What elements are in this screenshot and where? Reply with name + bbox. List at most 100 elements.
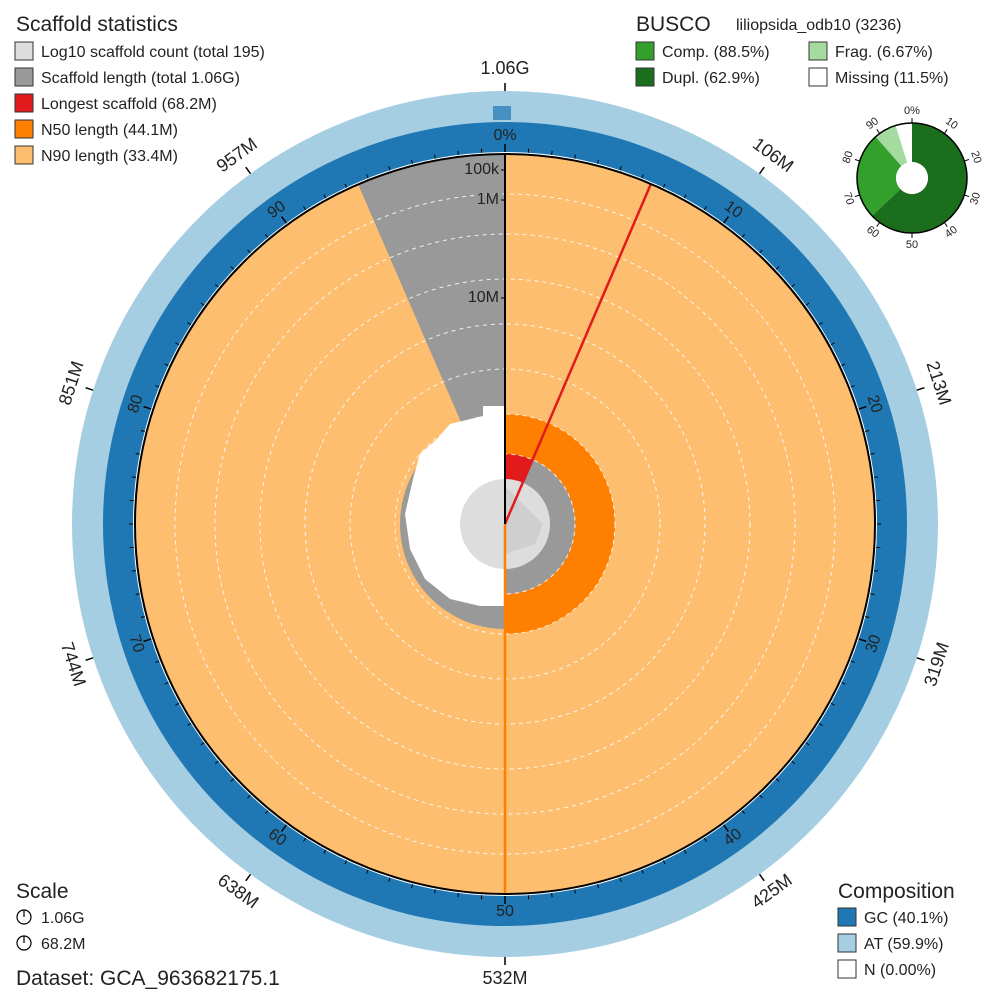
busco-tick-6 <box>876 222 881 227</box>
len-label-3: 319M <box>920 640 953 689</box>
pct-minor-tick-2-8 <box>870 593 875 595</box>
pct-label-3: 30 <box>863 633 885 655</box>
len-tick-3 <box>916 657 925 661</box>
pct-minor-tick-9-2 <box>323 194 327 199</box>
pct-minor-tick-7-1 <box>140 616 145 618</box>
pct-tick-7 <box>143 638 152 643</box>
pct-minor-tick-2-1 <box>865 430 870 432</box>
legend-label-n50: N50 length (44.1M) <box>41 122 178 139</box>
pct-minor-tick-5-2 <box>457 893 459 898</box>
pct-minor-tick-8-7 <box>230 266 235 270</box>
busco-donut-hole <box>896 162 928 194</box>
legend-swatch-n90 <box>14 145 34 165</box>
busco-tick-4 <box>943 222 948 227</box>
len-tick-9 <box>245 166 252 175</box>
pct-minor-tick-9-8 <box>457 150 459 155</box>
n50-inner-ring <box>505 414 615 634</box>
pct-minor-tick-0-2 <box>551 150 553 155</box>
pct-minor-tick-4-4 <box>641 869 644 874</box>
busco-tick-1 <box>943 129 948 134</box>
pct-minor-tick-3-2 <box>841 681 846 685</box>
pct-minor-tick-0-6 <box>641 174 644 179</box>
pct-minor-tick-0-9 <box>703 206 707 211</box>
pct-minor-tick-6-8 <box>164 681 169 685</box>
pct-minor-tick-4-8 <box>551 893 553 898</box>
len-tick-2 <box>916 387 925 391</box>
pct-minor-tick-3-8 <box>759 794 763 799</box>
pct-minor-tick-7-9 <box>140 430 145 432</box>
pct-minor-tick-2-3 <box>874 476 879 478</box>
pct-minor-tick-0-8 <box>683 194 687 199</box>
scale-label-1: 68.2M <box>41 936 85 953</box>
composition-label-gc: GC (40.1%) <box>864 910 948 927</box>
pct-tick-9 <box>281 216 287 224</box>
busco-label-comp: Comp. (88.5%) <box>662 44 770 61</box>
pct-minor-tick-0-5 <box>619 166 622 171</box>
pct-minor-tick-1-5 <box>805 302 810 306</box>
busco-tick-label-3: 30 <box>968 191 983 206</box>
pct-minor-tick-2-9 <box>865 616 870 618</box>
composition-label-n: N (0.00%) <box>864 962 936 979</box>
busco-lineage: liliopsida_odb10 (3236) <box>736 17 901 34</box>
pct-minor-tick-6-2 <box>247 794 251 799</box>
dataset-label: Dataset: GCA_963682175.1 <box>16 967 280 990</box>
pct-minor-tick-7-8 <box>135 453 140 455</box>
pct-minor-tick-8-5 <box>200 302 205 306</box>
scale-title: Scale <box>16 880 69 903</box>
len-label-0: 1.06G <box>480 58 529 78</box>
pct-tick-2 <box>858 405 867 410</box>
pct-minor-tick-3-5 <box>805 742 810 746</box>
pct-tick-8 <box>143 405 152 410</box>
pct-minor-tick-4-5 <box>619 877 622 882</box>
busco-label-missing: Missing (11.5%) <box>835 70 949 87</box>
len-label-9: 957M <box>213 134 261 177</box>
grid-circle-5 <box>214 233 796 815</box>
busco-tick-label-4: 40 <box>943 224 960 241</box>
legend-label-count: Log10 scaffold count (total 195) <box>41 44 265 61</box>
len-label-1: 106M <box>749 134 797 177</box>
pct-tick-3 <box>858 638 867 643</box>
pct-label-0: 0% <box>493 127 516 144</box>
pct-minor-tick-7-2 <box>135 593 140 595</box>
busco-dupl-arc <box>872 123 968 234</box>
composition-swatch-gc <box>837 907 857 927</box>
pct-minor-tick-9-5 <box>388 166 391 171</box>
pct-minor-tick-9-6 <box>411 159 413 164</box>
busco-tick-9 <box>876 129 881 134</box>
len-tick-6 <box>245 873 252 882</box>
busco-swatch-frag <box>808 41 828 61</box>
len-label-7: 744M <box>57 640 90 689</box>
radial-scale-label-2: 10M <box>468 289 499 306</box>
len-label-5: 532M <box>482 968 527 988</box>
pct-minor-tick-6-6 <box>187 722 192 726</box>
composition-swatch-at <box>837 933 857 953</box>
pct-minor-tick-1-7 <box>830 342 835 346</box>
pct-tick-1 <box>723 216 729 224</box>
busco-swatch-missing <box>808 67 828 87</box>
busco-tick-label-9: 90 <box>864 115 881 132</box>
busco-title: BUSCO <box>636 13 711 36</box>
pct-minor-tick-1-6 <box>818 322 823 326</box>
pct-minor-tick-5-5 <box>388 877 391 882</box>
pct-minor-tick-5-9 <box>303 837 307 842</box>
top-marker <box>493 106 511 120</box>
pct-minor-tick-8-1 <box>155 385 160 388</box>
pct-minor-tick-0-3 <box>574 154 576 159</box>
pct-minor-tick-1-3 <box>775 266 780 270</box>
pct-minor-tick-9-1 <box>303 206 307 211</box>
pct-minor-tick-6-9 <box>155 660 160 663</box>
pct-minor-tick-5-7 <box>344 860 348 865</box>
legend-label-length: Scaffold length (total 1.06G) <box>41 70 240 87</box>
radial-scale-label-0: 100k <box>464 161 500 178</box>
pct-minor-tick-5-6 <box>366 869 369 874</box>
len-tick-1 <box>758 166 765 175</box>
pct-minor-tick-7-7 <box>131 476 136 478</box>
len-tick-8 <box>85 387 94 391</box>
composition-label-at: AT (59.9%) <box>864 936 943 953</box>
pct-minor-tick-5-8 <box>323 849 327 854</box>
pct-minor-tick-2-7 <box>874 570 879 572</box>
pct-minor-tick-3-4 <box>818 722 823 726</box>
busco-tick-7 <box>854 194 860 198</box>
busco-tick-label-8: 80 <box>841 150 856 165</box>
